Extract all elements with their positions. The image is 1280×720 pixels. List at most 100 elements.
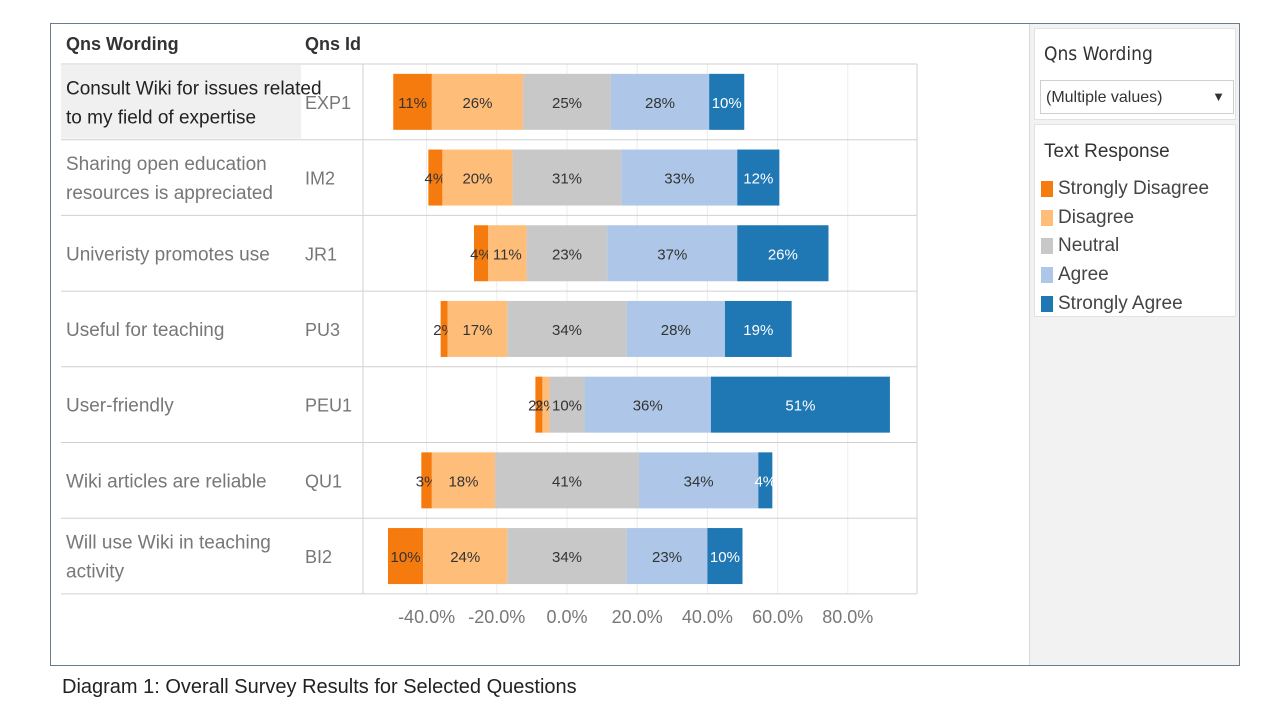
x-tick-label: 40.0% [682, 607, 733, 627]
bar-segment[interactable] [387, 528, 424, 585]
data-label: 24% [450, 549, 480, 566]
legend-swatch [1041, 267, 1053, 283]
data-label: 11% [398, 95, 427, 112]
chart-area: Qns Wording Qns Id Consult Wiki for issues… [51, 24, 1029, 665]
sidebar: Qns Wording (Multiple values) ▼ Text Res… [1029, 24, 1239, 665]
data-label: 4% [470, 246, 492, 263]
bar-segment[interactable] [584, 376, 711, 433]
bar-segment[interactable] [495, 452, 639, 509]
data-label: 28% [645, 95, 675, 112]
row-label-wording: to my field of expertise [66, 107, 256, 128]
legend-label: Strongly Agree [1058, 293, 1183, 314]
bar-segment[interactable] [393, 73, 432, 130]
bar-segment[interactable] [523, 73, 611, 130]
qns-wording-dropdown[interactable]: (Multiple values) ▼ [1040, 80, 1234, 114]
bar-segment[interactable] [621, 149, 738, 206]
bar-segment[interactable] [626, 300, 725, 357]
data-label: 10% [391, 549, 421, 566]
data-label: 23% [552, 246, 582, 263]
row-label-id: EXP1 [305, 93, 351, 113]
legend-swatch [1041, 296, 1053, 312]
bar-segment[interactable] [626, 528, 708, 585]
bar-segment[interactable] [512, 149, 622, 206]
row-label-wording: activity [66, 562, 125, 583]
bar-segment[interactable] [423, 528, 508, 585]
data-label: 12% [743, 171, 773, 188]
dropdown-value: (Multiple values) [1046, 89, 1163, 106]
row-label-wording: Univeristy promotes use [66, 244, 270, 265]
bar-segment[interactable] [737, 149, 780, 206]
data-label: 19% [743, 322, 773, 339]
bar-segment[interactable] [610, 73, 710, 130]
x-tick-label: 80.0% [822, 607, 873, 627]
x-tick-label: -40.0% [398, 607, 455, 627]
bar-segment[interactable] [737, 225, 829, 282]
data-label: 25% [552, 95, 582, 112]
legend-swatch [1041, 210, 1053, 226]
x-tick-label: -20.0% [468, 607, 525, 627]
data-label: 26% [768, 246, 798, 263]
data-label: 20% [462, 171, 492, 188]
row-label-wording: Useful for teaching [66, 320, 224, 341]
bar-segment[interactable] [607, 225, 738, 282]
data-label: 17% [462, 322, 492, 339]
bar-segment[interactable] [442, 149, 513, 206]
bar-segment[interactable] [431, 452, 496, 509]
data-label: 10% [712, 95, 742, 112]
legend-label: Disagree [1058, 207, 1135, 228]
legend-swatch [1041, 181, 1053, 197]
bar-segment[interactable] [473, 225, 489, 282]
row-label-id: JR1 [305, 244, 337, 264]
data-label: 34% [552, 322, 582, 339]
header-qns-wording: Qns Wording [66, 34, 179, 54]
filter-title: Qns Wording [1044, 43, 1153, 65]
bar-segment[interactable] [447, 300, 508, 357]
row-label-id: PEU1 [305, 396, 352, 416]
data-label: 26% [462, 95, 492, 112]
legend-swatch [1041, 238, 1053, 254]
x-tick-label: 60.0% [752, 607, 803, 627]
row-label-id: PU3 [305, 320, 340, 340]
bar-segment[interactable] [428, 149, 443, 206]
data-label: 36% [633, 398, 663, 415]
bar-segment[interactable] [710, 376, 890, 433]
bar-segment[interactable] [440, 300, 448, 357]
legend-card: Text Response Strongly Disagree Disagree… [1034, 124, 1236, 317]
bar-segment[interactable] [421, 452, 432, 509]
header-qns-id: Qns Id [305, 34, 361, 54]
filter-card: Qns Wording (Multiple values) ▼ [1034, 28, 1236, 120]
bar-segment[interactable] [724, 300, 792, 357]
row-label-wording: resources is appreciated [66, 183, 273, 204]
data-label: 33% [664, 171, 694, 188]
data-label: 51% [785, 398, 815, 415]
data-label: 4% [754, 473, 776, 490]
selected-cell-highlight [61, 65, 301, 139]
data-label: 31% [552, 171, 582, 188]
legend-label: Neutral [1058, 235, 1120, 256]
bar-segment[interactable] [431, 73, 524, 130]
bar-segment[interactable] [758, 452, 773, 509]
bar-segment[interactable] [542, 376, 550, 433]
row-label-wording: Consult Wiki for issues related [66, 78, 322, 99]
data-label: 4% [425, 171, 447, 188]
bar-segment[interactable] [709, 73, 745, 130]
row-label-id: BI2 [305, 547, 332, 567]
figure-caption: Diagram 1: Overall Survey Results for Se… [62, 676, 577, 698]
bar-segment[interactable] [638, 452, 759, 509]
bar-segment[interactable] [707, 528, 743, 585]
row-label-wording: Wiki articles are reliable [66, 471, 267, 492]
bar-segment[interactable] [549, 376, 585, 433]
data-label: 34% [684, 473, 714, 490]
bar-segment[interactable] [488, 225, 527, 282]
bar-segment[interactable] [507, 528, 627, 585]
bar-segment[interactable] [507, 300, 627, 357]
diverging-bar-chart: Qns Wording Qns Id Consult Wiki for issues… [61, 34, 918, 627]
bar-segment[interactable] [535, 376, 543, 433]
data-label: 23% [652, 549, 682, 566]
x-tick-label: 0.0% [546, 607, 587, 627]
row-label-wording: Sharing open education [66, 154, 267, 175]
legend-title: Text Response [1044, 141, 1170, 162]
bar-segment[interactable] [526, 225, 608, 282]
row-label-id: QU1 [305, 471, 342, 491]
chevron-down-icon: ▼ [1212, 89, 1225, 104]
